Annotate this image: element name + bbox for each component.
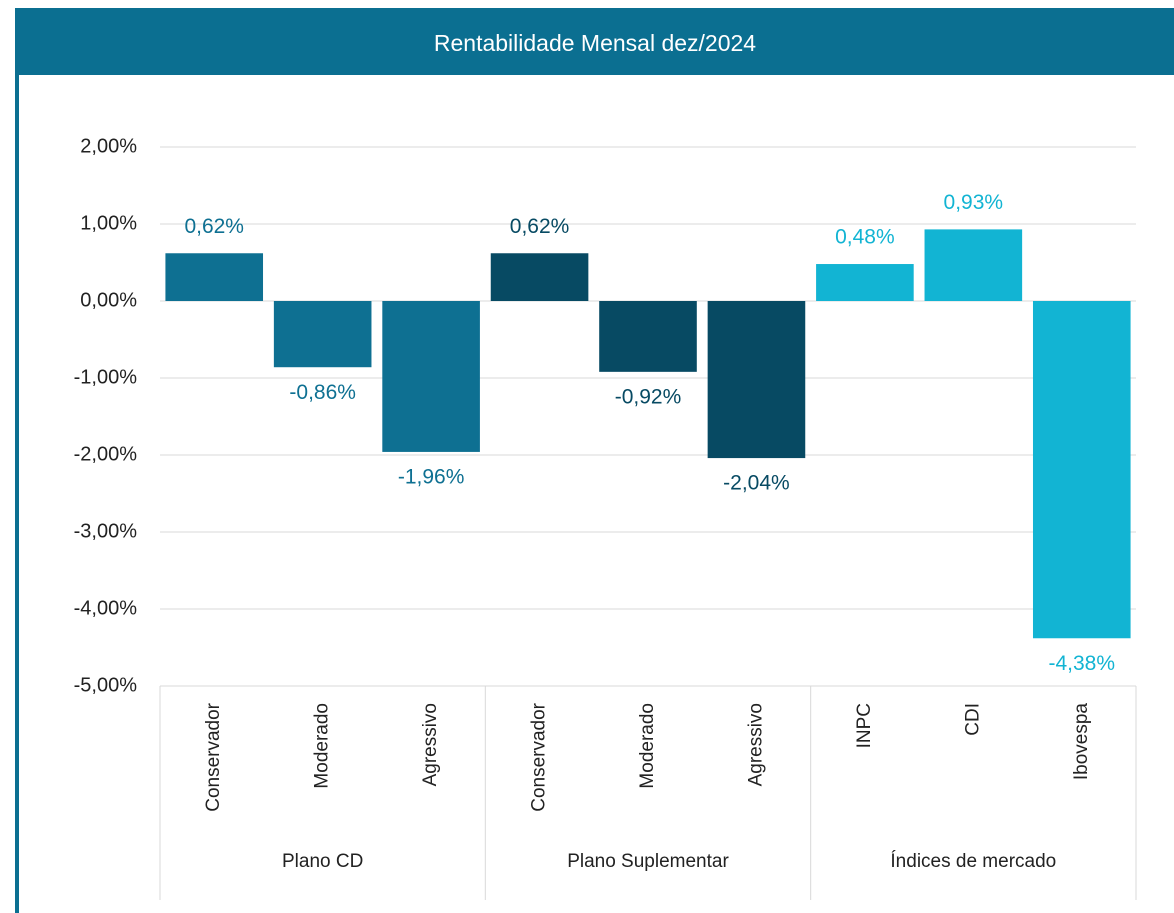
bar [816, 264, 914, 301]
y-tick-label: -5,00% [74, 674, 138, 696]
data-label: -0,86% [289, 381, 356, 404]
frame [15, 8, 1174, 913]
bar [165, 253, 264, 301]
bar [924, 229, 1023, 301]
header [15, 8, 1174, 75]
bar [707, 301, 806, 459]
x-tick-label: Conservador [529, 702, 550, 811]
x-tick-label: CDI [962, 703, 983, 736]
bar [273, 301, 372, 368]
group-label: Plano Suplementar [567, 851, 729, 872]
data-label: -0,92% [615, 385, 682, 408]
data-label: -4,38% [1049, 652, 1116, 675]
chart-title: Rentabilidade Mensal dez/2024 [434, 30, 756, 56]
data-label: 0,48% [835, 226, 895, 249]
y-tick-label: 2,00% [80, 135, 137, 157]
x-tick-label: INPC [854, 703, 875, 748]
group-label: Plano CD [282, 851, 363, 872]
y-tick-label: 1,00% [80, 212, 137, 234]
bar [599, 301, 697, 372]
y-tick-label: -4,00% [74, 597, 138, 619]
x-tick-label: Moderado [637, 703, 658, 789]
bar [382, 301, 480, 452]
bar [1032, 301, 1131, 639]
y-tick-label: -2,00% [74, 443, 138, 465]
data-label: 0,62% [510, 215, 570, 238]
bar [490, 253, 589, 301]
y-tick-label: 0,00% [80, 289, 137, 311]
y-tick-label: -3,00% [74, 520, 138, 542]
x-tick-label: Moderado [312, 703, 333, 789]
x-tick-label: Ibovespa [1071, 703, 1092, 781]
x-tick-label: Agressivo [420, 703, 441, 786]
group-label: Índices de mercado [890, 851, 1056, 872]
x-tick-label: Agressivo [745, 703, 766, 786]
data-label: 0,62% [184, 215, 244, 238]
y-tick-label: -1,00% [74, 366, 138, 388]
x-tick-label: Conservador [203, 702, 224, 811]
data-label: -2,04% [723, 472, 790, 495]
data-label: 0,93% [944, 191, 1004, 214]
data-label: -1,96% [398, 465, 465, 488]
